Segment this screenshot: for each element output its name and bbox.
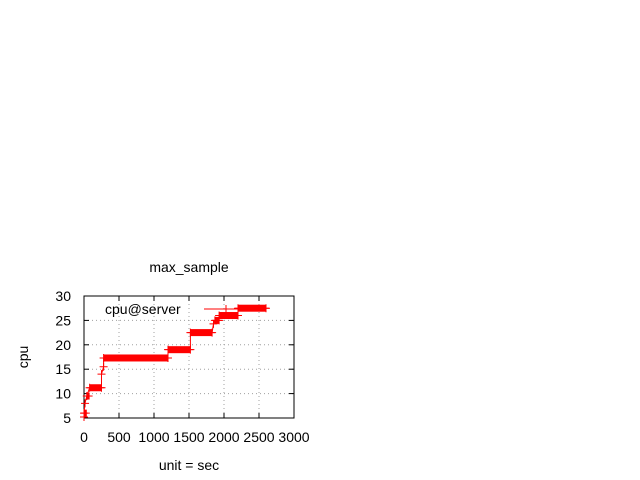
data-point <box>97 383 106 392</box>
y-tick-label: 25 <box>55 312 71 328</box>
data-point <box>262 304 270 313</box>
legend-marker <box>222 305 230 313</box>
y-tick-label: 15 <box>55 361 71 377</box>
data-point <box>164 353 172 362</box>
x-tick-label: 3000 <box>278 429 309 445</box>
y-tick-label: 10 <box>55 386 71 402</box>
x-tick-label: 0 <box>80 429 88 445</box>
data-point <box>208 328 217 337</box>
series-cpu <box>80 304 270 422</box>
series-line <box>83 307 266 417</box>
data-point <box>82 392 91 401</box>
data-point <box>215 311 224 320</box>
data-point <box>234 311 242 320</box>
data-point <box>209 319 218 328</box>
data-point <box>97 370 106 379</box>
data-point <box>234 304 242 313</box>
x-tick-label: 1500 <box>173 429 204 445</box>
y-tick-label: 20 <box>55 337 71 353</box>
x-axis-label: unit = sec <box>159 457 219 473</box>
data-point <box>164 345 172 354</box>
data-point <box>85 383 94 392</box>
x-tick-label: 2500 <box>243 429 274 445</box>
x-tick-label: 1000 <box>138 429 169 445</box>
data-point <box>99 353 108 362</box>
legend-label: cpu@server <box>105 301 181 317</box>
data-point <box>186 328 195 337</box>
chart-title: max_sample <box>149 259 229 275</box>
y-axis-label: cpu <box>15 346 31 369</box>
y-tick-label: 30 <box>55 288 71 304</box>
axes: 0 500 1000 1500 2000 2500 3000 5 10 15 20 25 30 <box>55 288 309 445</box>
x-tick-label: 2000 <box>208 429 239 445</box>
data-point <box>81 399 90 408</box>
data-point <box>99 362 108 371</box>
y-tick-label: 5 <box>63 410 71 426</box>
data-point <box>186 345 195 354</box>
x-tick-label: 500 <box>107 429 131 445</box>
data-point <box>80 409 88 418</box>
